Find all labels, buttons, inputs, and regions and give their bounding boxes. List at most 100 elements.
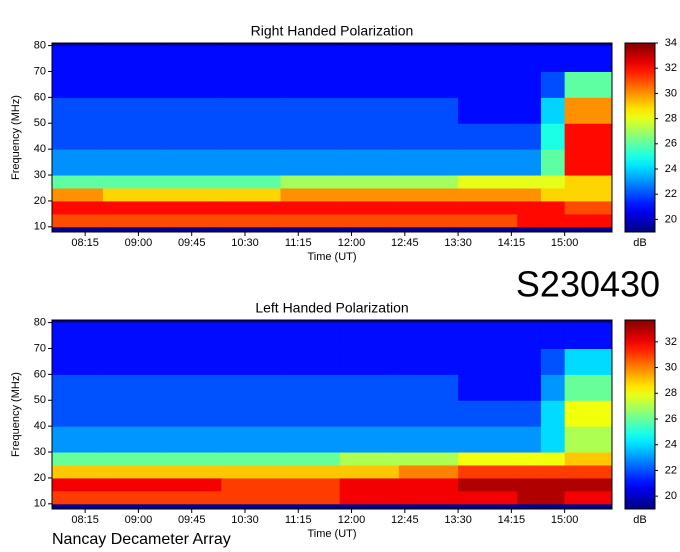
heatmap-cell xyxy=(398,452,459,466)
colorbar-label: dB xyxy=(633,237,646,249)
x-tick-label: 11:15 xyxy=(285,514,312,526)
event-id: S230430 xyxy=(516,264,660,305)
colorbar-label: dB xyxy=(633,514,646,526)
heatmap-cell xyxy=(564,490,613,505)
colorbar-tick-label: 30 xyxy=(665,361,677,373)
heatmap-cell xyxy=(540,426,566,453)
heatmap-cell xyxy=(564,452,613,466)
heatmap-cell xyxy=(102,213,163,228)
heatmap-cell xyxy=(564,477,613,492)
x-tick-label: 13:30 xyxy=(444,514,472,526)
heatmap-cell xyxy=(458,123,518,150)
heatmap-cell xyxy=(52,348,104,375)
heatmap-cell xyxy=(517,213,542,228)
heatmap-cell xyxy=(102,322,163,349)
heatmap-cell xyxy=(221,426,281,453)
y-tick-label: 80 xyxy=(34,39,46,51)
heatmap-cell xyxy=(102,348,163,375)
heatmap-cell xyxy=(540,464,566,479)
heatmap-cell xyxy=(221,187,281,202)
heatmap-cell xyxy=(102,426,163,453)
heatmap-cell xyxy=(517,149,542,176)
heatmap-cell xyxy=(540,187,566,202)
heatmap-cell xyxy=(52,175,104,189)
heatmap-cell xyxy=(102,187,163,202)
heatmap-cell xyxy=(339,213,400,228)
x-tick-label: 15:00 xyxy=(551,514,579,526)
heatmap-cell xyxy=(221,348,281,375)
heatmap-cell xyxy=(458,464,518,479)
heatmap-cell xyxy=(540,97,566,124)
heatmap-cell xyxy=(564,149,613,176)
heatmap-cell xyxy=(102,452,163,466)
heatmap-cell xyxy=(540,374,566,401)
chart-title: Left Handed Polarization xyxy=(255,300,408,316)
heatmap-cell xyxy=(564,71,613,98)
heatmap-cell xyxy=(540,213,566,228)
chart-title: Right Handed Polarization xyxy=(251,23,414,39)
heatmap-cell xyxy=(339,322,400,349)
heatmap-cell xyxy=(221,374,281,401)
heatmap-cell xyxy=(540,322,566,349)
heatmap-cell xyxy=(564,400,613,427)
heatmap-cell xyxy=(162,45,222,72)
heatmap-cell xyxy=(339,149,400,176)
heatmap-cell xyxy=(458,149,518,176)
heatmap-cell xyxy=(162,452,222,466)
heatmap-cell xyxy=(102,477,163,492)
heatmap-cell xyxy=(102,71,163,98)
heatmap-cell xyxy=(221,97,281,124)
x-tick-label: 12:45 xyxy=(391,237,419,249)
x-tick-label: 12:00 xyxy=(338,514,366,526)
y-tick-label: 70 xyxy=(34,342,46,354)
heatmap-cell xyxy=(398,322,459,349)
heatmap-cell xyxy=(458,374,518,401)
x-tick-label: 13:30 xyxy=(444,237,472,249)
heatmap-cell xyxy=(280,490,341,505)
colorbar-tick-label: 34 xyxy=(665,37,677,49)
heatmap-cell xyxy=(517,490,542,505)
x-tick-label: 09:45 xyxy=(178,514,206,526)
y-tick-label: 40 xyxy=(34,420,46,432)
x-tick-label: 11:15 xyxy=(285,237,312,249)
x-tick-label: 09:00 xyxy=(125,237,153,249)
heatmap-cell xyxy=(458,322,518,349)
heatmap-cell xyxy=(458,400,518,427)
heatmap-cell xyxy=(162,123,222,150)
heatmap-cell xyxy=(52,187,104,202)
y-tick-label: 60 xyxy=(34,91,46,103)
heatmap-cell xyxy=(517,348,542,375)
heatmap-cell xyxy=(52,71,104,98)
plot-frame xyxy=(51,319,613,510)
heatmap-cell xyxy=(564,45,613,72)
heatmap-cell xyxy=(280,322,341,349)
heatmap-cell xyxy=(280,45,341,72)
heatmap-cell xyxy=(280,374,341,401)
heatmap-cell xyxy=(339,97,400,124)
heatmap-cell xyxy=(564,213,613,228)
heatmap-cell xyxy=(398,348,459,375)
x-tick-label: 14:15 xyxy=(498,514,526,526)
heatmap-cell xyxy=(339,426,400,453)
x-tick-label: 14:15 xyxy=(498,237,526,249)
heatmap-cell xyxy=(458,45,518,72)
heatmap-cell xyxy=(52,45,104,72)
y-axis-label: Frequency (MHz) xyxy=(10,95,22,180)
heatmap-cell xyxy=(280,400,341,427)
heatmap-cell xyxy=(458,490,518,505)
y-axis-label: Frequency (MHz) xyxy=(10,372,22,457)
heatmap-cell xyxy=(398,200,459,215)
heatmap-cell xyxy=(162,97,222,124)
heatmap-cell xyxy=(280,123,341,150)
heatmap-cell xyxy=(564,322,613,349)
heatmap-cell xyxy=(162,426,222,453)
heatmap-cell xyxy=(162,149,222,176)
heatmap-cell xyxy=(398,374,459,401)
colorbar-tick-label: 26 xyxy=(665,413,677,425)
heatmap-cell xyxy=(162,477,222,492)
heatmap-cell xyxy=(517,123,542,150)
x-tick-label: 09:00 xyxy=(125,514,153,526)
heatmap-cell xyxy=(517,374,542,401)
heatmap-cell xyxy=(221,490,281,505)
